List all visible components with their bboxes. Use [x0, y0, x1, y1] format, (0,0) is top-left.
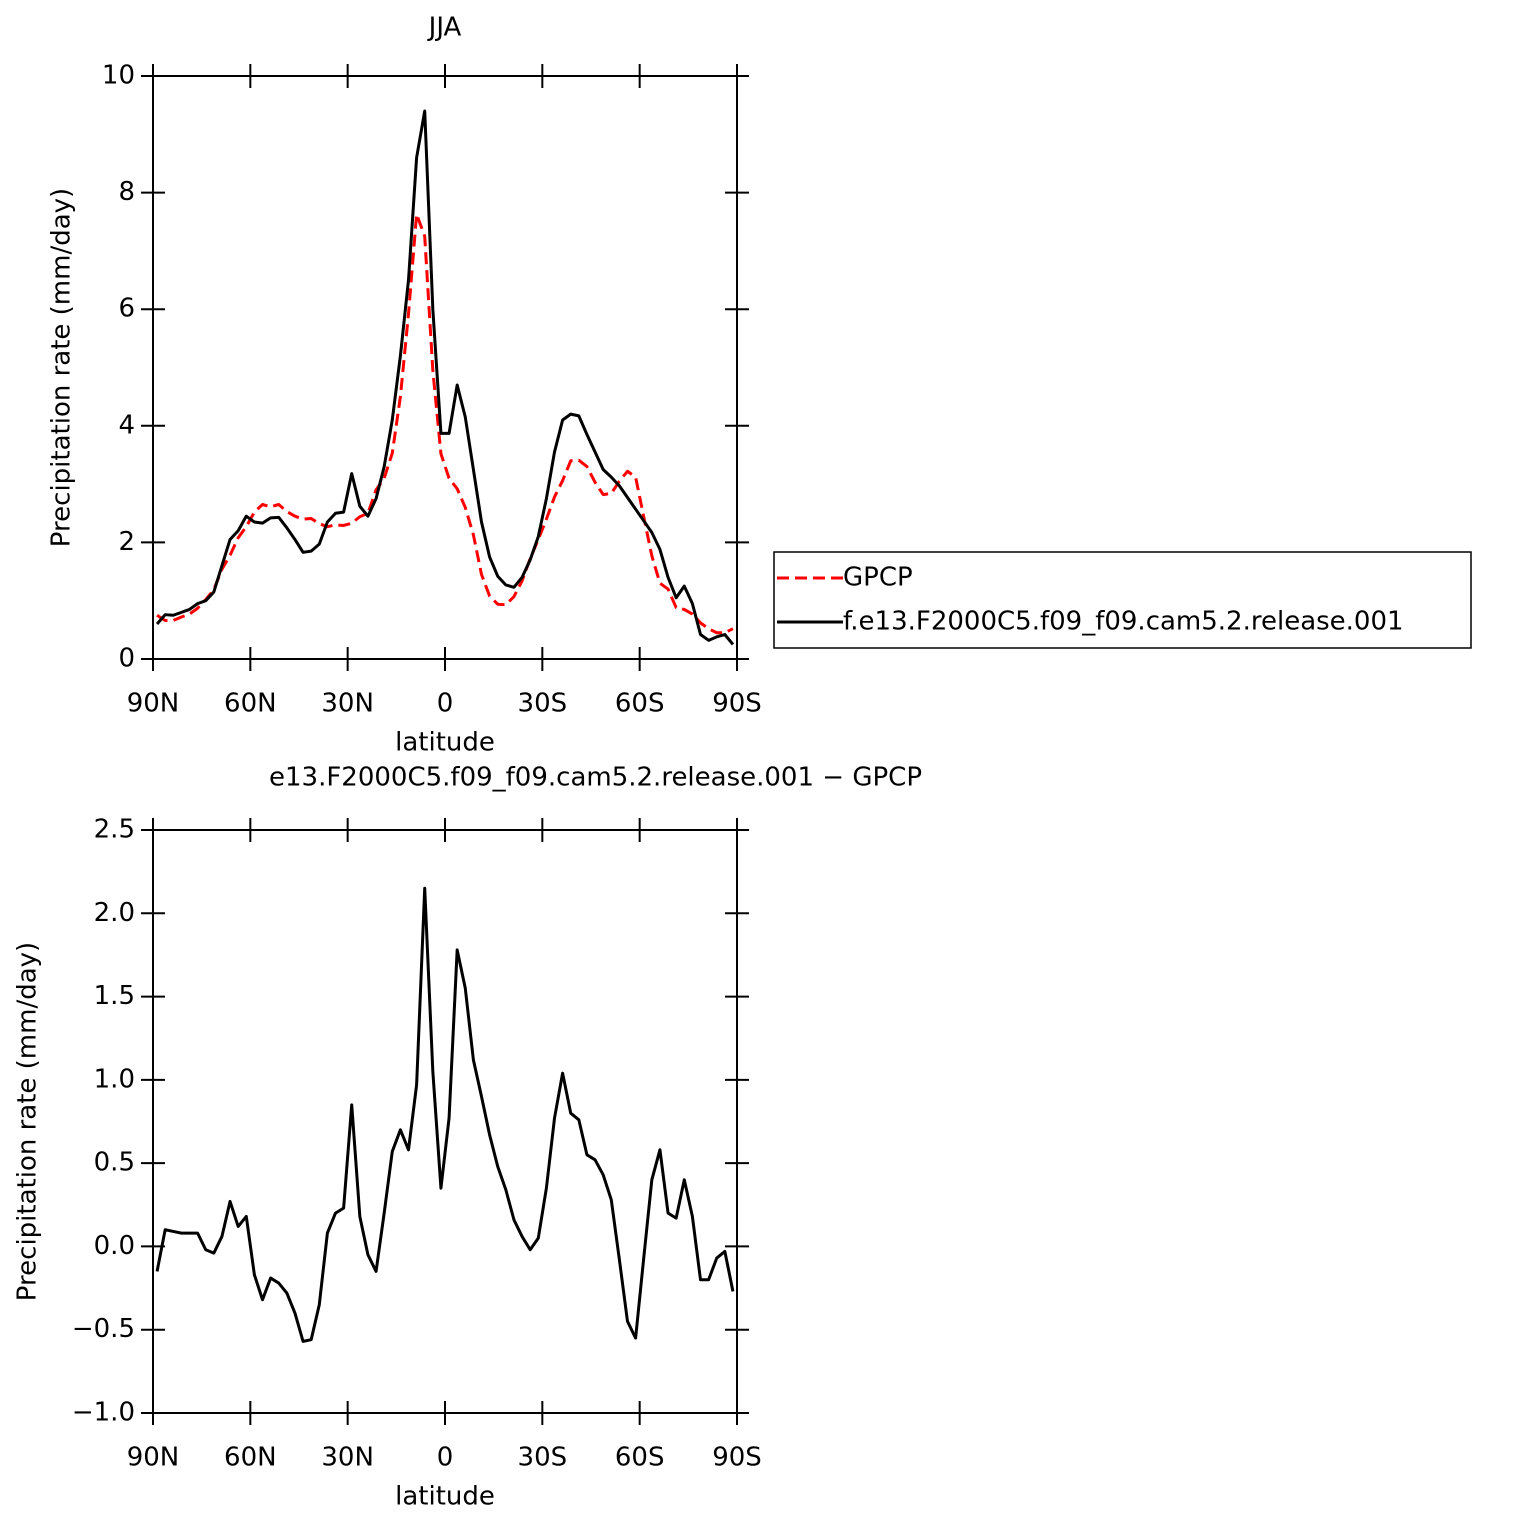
x-tick-label: 0: [437, 689, 454, 719]
y-axis-label: Precipitation rate (mm/day): [47, 188, 77, 547]
chart-title: e13.F2000C5.f09_f09.cam5.2.release.001 −…: [269, 763, 922, 793]
x-tick-label: 90S: [712, 1443, 762, 1473]
x-tick-label: 60S: [615, 689, 665, 719]
y-tick-label: 4: [118, 410, 135, 440]
legend-label: GPCP: [843, 563, 913, 593]
x-tick-label: 0: [437, 1443, 454, 1473]
legend-label: f.e13.F2000C5.f09_f09.cam5.2.release.001: [843, 607, 1404, 637]
chart-title: JJA: [427, 13, 462, 43]
y-tick-label: 10: [102, 61, 135, 91]
y-tick-label: 1.5: [94, 981, 135, 1011]
data-line: [155, 886, 735, 1343]
x-tick-label: 30S: [518, 1443, 568, 1473]
x-axis-label: latitude: [395, 1482, 495, 1512]
y-axis-label: Precipitation rate (mm/day): [13, 942, 43, 1301]
y-tick-label: 2: [118, 527, 135, 557]
x-tick-label: 90N: [127, 689, 180, 719]
y-tick-label: 2.5: [94, 815, 135, 845]
y-tick-label: 1.0: [94, 1064, 135, 1094]
y-tick-label: −0.5: [72, 1314, 135, 1344]
x-tick-label: 30N: [321, 689, 374, 719]
y-tick-label: 6: [118, 294, 135, 324]
x-tick-label: 60N: [224, 689, 277, 719]
y-tick-label: 2.0: [94, 898, 135, 928]
x-tick-label: 90N: [127, 1443, 180, 1473]
x-tick-label: 30N: [321, 1443, 374, 1473]
data-line: [155, 109, 735, 646]
y-tick-label: 8: [118, 177, 135, 207]
x-tick-label: 60S: [615, 1443, 665, 1473]
data-line: [156, 212, 734, 635]
plot-frame: [152, 75, 738, 660]
y-tick-label: −1.0: [72, 1398, 135, 1428]
y-tick-label: 0: [118, 644, 135, 674]
legend-box: [773, 551, 1472, 649]
x-tick-label: 60N: [224, 1443, 277, 1473]
y-tick-label: 0.0: [94, 1231, 135, 1261]
y-tick-label: 0.5: [94, 1148, 135, 1178]
x-tick-label: 90S: [712, 689, 762, 719]
x-tick-label: 30S: [518, 689, 568, 719]
plot-frame: [152, 829, 738, 1414]
x-axis-label: latitude: [395, 728, 495, 758]
